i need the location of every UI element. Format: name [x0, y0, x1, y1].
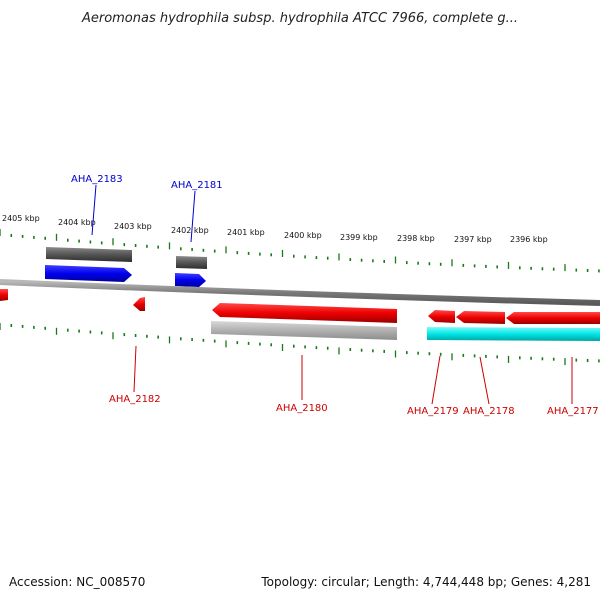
- label-leader-lines: [91, 184, 573, 405]
- gene-AHA_2183-arrow[interactable]: [45, 265, 132, 282]
- scale-label-2400: 2400 kbp: [284, 231, 322, 240]
- leader-line-AHA_2179: [431, 355, 441, 405]
- gene-AHA_2178-arrow[interactable]: [456, 311, 505, 324]
- gene-AHA_2181-arrow[interactable]: [175, 273, 206, 287]
- scale-label-2402: 2402 kbp: [171, 226, 209, 235]
- scale-label-2396: 2396 kbp: [510, 235, 548, 244]
- gene-label-AHA_2180[interactable]: AHA_2180: [276, 403, 328, 414]
- reverse-feature-bar[interactable]: [211, 321, 397, 340]
- outer-tick-ruler: [0, 229, 600, 273]
- leader-line-AHA_2182: [133, 345, 137, 393]
- genome-backbone: [0, 279, 600, 306]
- gene-label-AHA_2181[interactable]: AHA_2181: [171, 180, 223, 191]
- gene-AHA_2177-arrow[interactable]: [506, 312, 600, 324]
- accession-text: Accession: NC_008570: [9, 575, 145, 589]
- leader-line-AHA_2183: [91, 184, 97, 236]
- scale-label-2397: 2397 kbp: [454, 235, 492, 244]
- scale-label-2405: 2405 kbp: [2, 214, 40, 223]
- leader-line-AHA_2178: [479, 356, 490, 405]
- scale-label-2404: 2404 kbp: [58, 218, 96, 227]
- gene-AHA_2182-arrow[interactable]: [133, 297, 145, 311]
- gene-label-AHA_2178[interactable]: AHA_2178: [463, 406, 515, 417]
- gene-label-AHA_2179[interactable]: AHA_2179: [407, 406, 459, 417]
- reverse-feature-bar-cyan[interactable]: [427, 327, 600, 341]
- forward-feature-bar[interactable]: [176, 256, 207, 269]
- scale-label-2401: 2401 kbp: [227, 228, 265, 237]
- forward-feature-bar[interactable]: [46, 247, 132, 262]
- gene-label-AHA_2177[interactable]: AHA_2177: [547, 406, 599, 417]
- gene-AHA_2179-arrow[interactable]: [428, 310, 455, 323]
- inner-tick-ruler: [0, 323, 600, 366]
- map-title: Aeromonas hydrophila subsp. hydrophila A…: [81, 11, 518, 26]
- leader-line-AHA_2181: [190, 190, 196, 243]
- gene-label-AHA_2183[interactable]: AHA_2183: [71, 174, 123, 185]
- gene-AHA_2180-arrow[interactable]: [212, 303, 397, 323]
- gene-partial-arrow[interactable]: [0, 289, 8, 301]
- scale-labels: 2405 kbp 2404 kbp 2403 kbp 2402 kbp 2401…: [2, 214, 548, 244]
- genome-summary-text: Topology: circular; Length: 4,744,448 bp…: [260, 575, 591, 589]
- scale-label-2399: 2399 kbp: [340, 233, 378, 242]
- scale-label-2403: 2403 kbp: [114, 222, 152, 231]
- scale-label-2398: 2398 kbp: [397, 234, 435, 243]
- gene-label-AHA_2182[interactable]: AHA_2182: [109, 394, 161, 405]
